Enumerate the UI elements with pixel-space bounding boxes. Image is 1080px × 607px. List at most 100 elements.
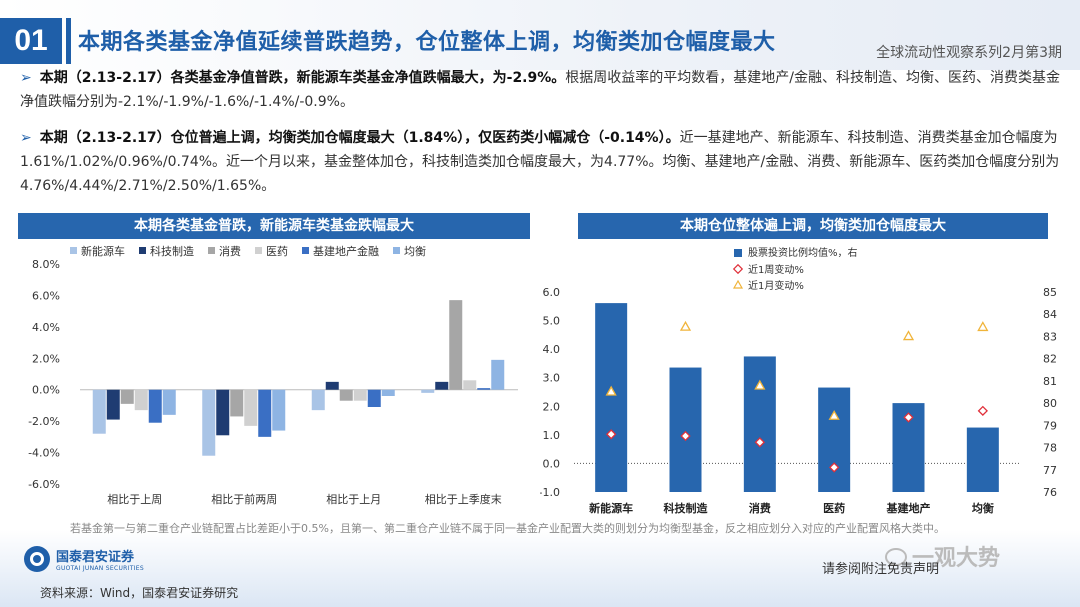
bar-科技制造 [325,381,339,390]
bar-基建地产金融 [477,388,491,390]
marker-week-change [977,405,988,417]
y-tick-label: -6.0% [28,478,60,491]
logo-en: GUOTAI JUNAN SECURITIES [56,565,144,572]
x-tick-label: 相比于上季度末 [425,492,502,506]
legend-swatch [70,247,77,254]
legend-swatch [393,247,400,254]
y2-tick-label: 76 [1043,486,1057,499]
legend-triangle [732,279,744,289]
y2-tick-label: 77 [1043,464,1057,477]
legend-label: 均衡 [404,245,426,258]
y2-tick-label: 85 [1043,286,1057,299]
legend-label: 医药 [266,245,288,258]
top-band [0,0,1080,70]
bar-stock-ratio [669,367,702,492]
company-logo: 国泰君安证券 GUOTAI JUNAN SECURITIES [24,546,144,572]
bullet-2-text: 近一基建地产、新能源车、科技制造、消费类基金加仓幅度为1.61%/1.02%/0… [20,130,1060,194]
x-tick-label: 基建地产 [886,501,931,515]
bar-基建地产金融 [148,389,162,423]
marker-month-change [828,409,840,420]
y-tick-label: 1.0 [543,429,561,442]
left-chart-panel: 新能源车 科技制造 消费 医药 基建地产金融 均衡 8.0% 6.0% 4.0% 2.0% 0.0%… [18,242,530,517]
bar-医药 [244,389,258,426]
bar-stock-ratio [966,427,999,492]
bullet-2: ➢ 本期（2.13-2.17）仓位普遍上调，均衡类加仓幅度最大（1.84%），仅医… [20,126,1060,198]
x-tick-label: 医药 [823,501,845,515]
y2-tick-label: 79 [1043,419,1057,432]
wechat-icon [885,548,907,566]
legend-label: 基建地产金融 [313,244,379,258]
left-chart: 新能源车 科技制造 消费 医药 基建地产金融 均衡 8.0% 6.0% 4.0% 2.0% 0.0%… [28,244,518,506]
bar-医药 [353,389,367,401]
marker-month-change [977,321,989,332]
marker-week-change [903,412,914,423]
y-tick-label: 2.0 [543,400,561,413]
bar-医药 [463,380,477,390]
bar-新能源车 [421,389,435,393]
watermark: 一观大势 [912,546,1001,571]
right-chart-title: 本期仓位整体遍上调，均衡类加仓幅度最大 [578,213,1048,239]
y-tick-label: 5.0 [543,315,561,328]
marker-week-change [606,429,617,440]
marker-week-change [680,430,691,442]
legend-label: 新能源车 [81,244,125,258]
bar-新能源车 [202,389,216,456]
logo-icon [24,546,50,572]
y2-tick-label: 82 [1043,353,1057,366]
y-tick-label: 4.0 [543,343,561,356]
bar-均衡 [162,389,176,415]
x-tick-label: 相比于上周 [107,493,162,506]
marker-month-change [754,379,766,390]
bar-消费 [120,389,134,404]
bottom-band [0,530,1080,607]
y-tick-label: -4.0% [28,447,60,460]
logo-cn: 国泰君安证券 [56,550,135,565]
bar-消费 [339,389,353,401]
legend-swatch [255,247,262,254]
x-tick-label: 科技制造 [664,501,709,515]
legend-label: 科技制造 [150,244,194,258]
legend-swatch [734,249,742,257]
bar-stock-ratio [595,303,628,492]
marker-month-change [605,385,617,396]
y-tick-label: 6.0 [543,286,561,299]
bar-新能源车 [92,389,106,434]
page-title: 本期各类基金净值延续普跌趋势，仓位整体上调，均衡类加仓幅度最大 [78,30,776,55]
y2-tick-label: 81 [1043,375,1057,388]
bar-stock-ratio [743,356,776,492]
bar-科技制造 [106,389,120,420]
bullet-1-bold: 本期（2.13-2.17）各类基金净值普跌，新能源车类基金净值跌幅最大，为-2.… [39,70,566,86]
legend-swatch [208,247,215,254]
y-tick-label: 0.0% [32,384,60,397]
marker-week-change [754,437,765,448]
bar-医药 [134,389,148,411]
y2-tick-label: 80 [1043,397,1057,410]
legend-swatch [302,247,309,254]
x-tick-label: 相比于上月 [326,493,381,506]
legend-diamond [732,263,744,275]
arrow-icon: ➢ [20,70,32,86]
bullet-2-bold: 本期（2.13-2.17）仓位普遍上调，均衡类加仓幅度最大（1.84%），仅医药… [39,130,680,146]
y-tick-label: 4.0% [32,321,60,334]
source-note: 资料来源：Wind，国泰君安证券研究 [40,586,239,600]
legend-label: 股票投资比例均值%，右 [748,246,858,259]
bar-均衡 [381,389,395,396]
y-tick-label: -1.0 [540,486,560,499]
section-number: 01 [0,18,62,64]
bar-科技制造 [216,389,230,436]
marker-month-change [902,330,915,341]
y2-tick-label: 83 [1043,330,1057,343]
y-tick-label: 3.0 [543,372,561,385]
bar-基建地产金融 [258,389,272,437]
y-tick-label: 0.0 [543,457,561,470]
x-tick-label: 均衡 [972,501,994,515]
marker-month-change [679,320,692,331]
legend-swatch [139,247,146,254]
bar-科技制造 [435,381,449,390]
bar-stock-ratio [818,387,851,492]
y2-tick-label: 84 [1043,308,1057,321]
y-tick-label: 8.0% [32,258,60,271]
arrow-icon: ➢ [20,130,32,146]
disclaimer-link[interactable]: 请参阅附注免责声明 [822,562,940,577]
